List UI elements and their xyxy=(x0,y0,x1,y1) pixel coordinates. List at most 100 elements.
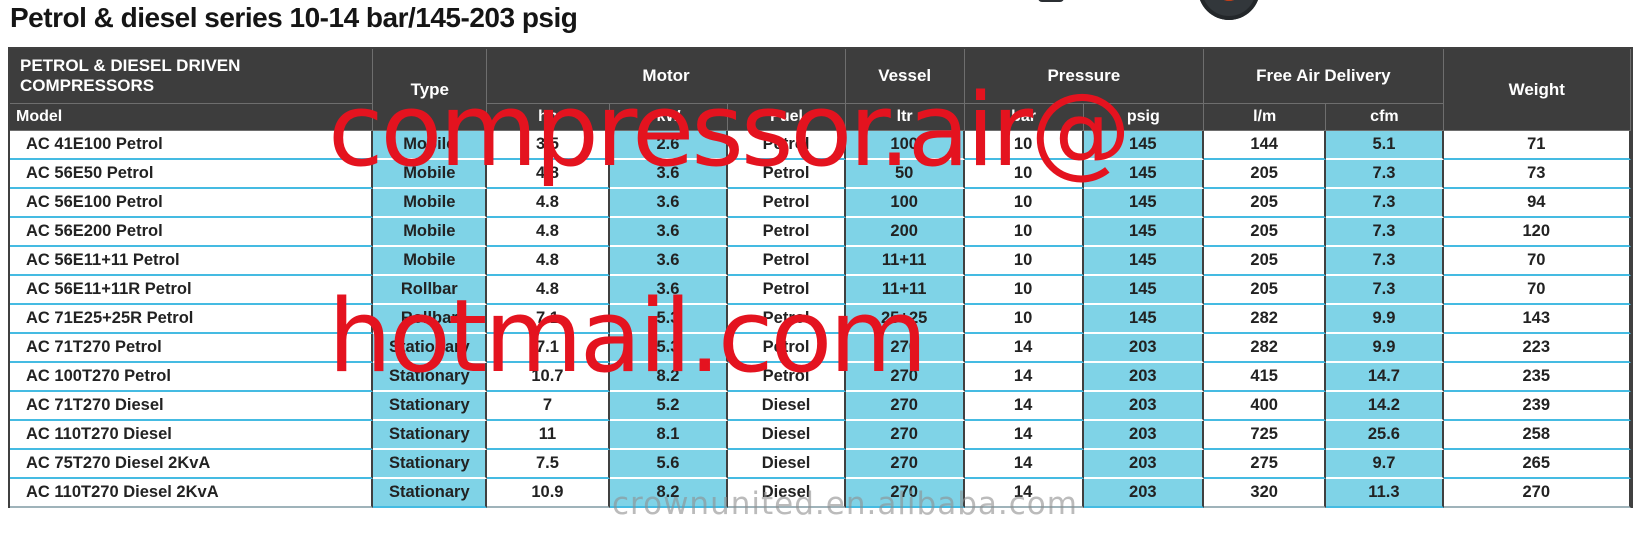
cell-hp: 10.9 xyxy=(487,479,610,508)
table-header: PETROL & DIESEL DRIVEN COMPRESSORS Type … xyxy=(10,49,1631,131)
cell-kw: 3.6 xyxy=(609,247,729,276)
cell-model: AC 100T270 Petrol xyxy=(10,363,374,392)
cell-lm: 144 xyxy=(1204,131,1327,160)
cell-vessel: 270 xyxy=(845,450,965,479)
cell-bar: 14 xyxy=(964,421,1084,450)
cell-hp: 11 xyxy=(487,421,610,450)
cell-lm: 205 xyxy=(1204,189,1327,218)
cell-cfm: 11.3 xyxy=(1326,479,1444,508)
cell-vessel: 270 xyxy=(845,392,965,421)
cell-hp: 3.5 xyxy=(487,131,610,160)
header-kw: kW xyxy=(609,104,729,131)
cell-hp: 7.1 xyxy=(487,334,610,363)
table-row: AC 56E11+11R Petrol Rollbar 4.8 3.6 Petr… xyxy=(10,276,1631,305)
cell-model: AC 56E100 Petrol xyxy=(10,189,374,218)
cell-psig: 145 xyxy=(1083,160,1205,189)
cell-psig: 203 xyxy=(1083,479,1205,508)
cell-hp: 4.8 xyxy=(487,189,610,218)
cell-type: Stationary xyxy=(373,334,488,363)
cell-type: Mobile xyxy=(373,131,488,160)
cell-vessel: 50 xyxy=(845,160,965,189)
cell-type: Stationary xyxy=(373,363,488,392)
cell-cfm: 14.7 xyxy=(1326,363,1444,392)
cell-hp: 4.8 xyxy=(487,247,610,276)
cell-model: AC 71T270 Diesel xyxy=(10,392,374,421)
header-fad: Free Air Delivery xyxy=(1204,49,1444,104)
cell-type: Rollbar xyxy=(373,305,488,334)
cell-weight: 223 xyxy=(1443,334,1631,363)
cell-fuel: Diesel xyxy=(728,392,846,421)
cell-vessel: 200 xyxy=(845,218,965,247)
cell-fuel: Petrol xyxy=(728,334,846,363)
cell-hp: 7 xyxy=(487,392,610,421)
compressor-wheel xyxy=(1198,0,1260,20)
header-bar: bar xyxy=(964,104,1084,131)
cell-psig: 203 xyxy=(1083,363,1205,392)
cell-weight: 270 xyxy=(1443,479,1631,508)
header-lm: l/m xyxy=(1204,104,1327,131)
cell-lm: 282 xyxy=(1204,334,1327,363)
cell-psig: 145 xyxy=(1083,305,1205,334)
cell-type: Mobile xyxy=(373,247,488,276)
cell-vessel: 25+25 xyxy=(845,305,965,334)
cell-type: Mobile xyxy=(373,160,488,189)
cell-type: Mobile xyxy=(373,218,488,247)
cell-model: AC 56E50 Petrol xyxy=(10,160,374,189)
header-type: Type xyxy=(373,49,488,131)
cell-kw: 3.6 xyxy=(609,276,729,305)
cell-model: AC 56E11+11R Petrol xyxy=(10,276,374,305)
cell-psig: 145 xyxy=(1083,189,1205,218)
header-fuel: Fuel xyxy=(728,104,846,131)
cell-type: Stationary xyxy=(373,392,488,421)
cell-lm: 282 xyxy=(1204,305,1327,334)
cell-kw: 3.6 xyxy=(609,189,729,218)
cell-bar: 10 xyxy=(964,218,1084,247)
cell-psig: 203 xyxy=(1083,450,1205,479)
table-row: AC 56E200 Petrol Mobile 4.8 3.6 Petrol 2… xyxy=(10,218,1631,247)
cell-bar: 10 xyxy=(964,305,1084,334)
cell-fuel: Diesel xyxy=(728,421,846,450)
cell-vessel: 270 xyxy=(845,363,965,392)
cell-fuel: Diesel xyxy=(728,450,846,479)
cell-model: AC 110T270 Diesel 2KvA xyxy=(10,479,374,508)
cell-psig: 203 xyxy=(1083,334,1205,363)
cell-lm: 205 xyxy=(1204,218,1327,247)
cell-kw: 8.2 xyxy=(609,479,729,508)
cell-fuel: Petrol xyxy=(728,247,846,276)
cell-vessel: 100 xyxy=(845,131,965,160)
cell-lm: 205 xyxy=(1204,160,1327,189)
cell-weight: 143 xyxy=(1443,305,1631,334)
cell-model: AC 41E100 Petrol xyxy=(10,131,374,160)
table-row: AC 56E100 Petrol Mobile 4.8 3.6 Petrol 1… xyxy=(10,189,1631,218)
cell-hp: 4.8 xyxy=(487,276,610,305)
cell-lm: 205 xyxy=(1204,247,1327,276)
cell-bar: 10 xyxy=(964,247,1084,276)
cell-cfm: 25.6 xyxy=(1326,421,1444,450)
cell-vessel: 11+11 xyxy=(845,247,965,276)
cell-weight: 235 xyxy=(1443,363,1631,392)
header-group-title: PETROL & DIESEL DRIVEN COMPRESSORS xyxy=(10,49,374,104)
page-title: Petrol & diesel series 10-14 bar/145-203… xyxy=(10,2,578,33)
table-row: AC 71T270 Petrol Stationary 7.1 5.3 Petr… xyxy=(10,334,1631,363)
cell-lm: 205 xyxy=(1204,276,1327,305)
cell-kw: 3.6 xyxy=(609,218,729,247)
cell-psig: 203 xyxy=(1083,392,1205,421)
header-psig: psig xyxy=(1083,104,1205,131)
header-pressure: Pressure xyxy=(964,49,1205,104)
cell-fuel: Petrol xyxy=(728,218,846,247)
cell-bar: 14 xyxy=(964,450,1084,479)
table-row: AC 71E25+25R Petrol Rollbar 7.1 5.3 Petr… xyxy=(10,305,1631,334)
cell-model: AC 56E11+11 Petrol xyxy=(10,247,374,276)
cell-fuel: Petrol xyxy=(728,363,846,392)
cell-lm: 275 xyxy=(1204,450,1327,479)
cell-bar: 14 xyxy=(964,392,1084,421)
table-row: AC 100T270 Petrol Stationary 10.7 8.2 Pe… xyxy=(10,363,1631,392)
cell-type: Stationary xyxy=(373,479,488,508)
cell-fuel: Diesel xyxy=(728,479,846,508)
cell-weight: 258 xyxy=(1443,421,1631,450)
cell-type: Stationary xyxy=(373,421,488,450)
cell-hp: 4.8 xyxy=(487,160,610,189)
header-weight: Weight xyxy=(1443,49,1631,131)
cell-cfm: 9.9 xyxy=(1326,305,1444,334)
